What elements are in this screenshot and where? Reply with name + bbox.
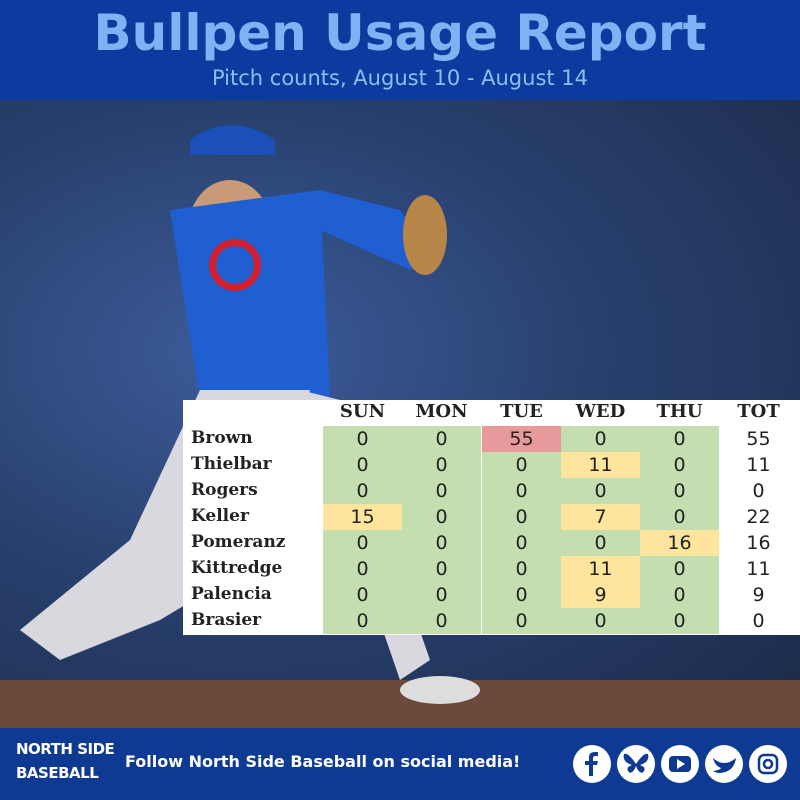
pitch-count: 11 [561, 452, 640, 478]
logo-text: BASEBALL [16, 764, 99, 782]
column-header: WED [575, 401, 626, 422]
pitch-count: 15 [323, 504, 402, 530]
pitcher-name: Brasier [191, 610, 262, 630]
pitch-count: 0 [323, 582, 402, 608]
pitcher-name: Pomeranz [191, 532, 286, 552]
pitcher-name: Thielbar [191, 454, 272, 474]
pitch-count: 0 [402, 582, 481, 608]
pitch-count: 0 [402, 452, 481, 478]
pitch-count: 0 [402, 504, 481, 530]
pitcher-name: Kittredge [191, 558, 283, 578]
pitch-count: 22 [746, 506, 771, 528]
pitch-count: 0 [323, 452, 402, 478]
pitch-count: 0 [561, 530, 640, 556]
column-header: THU [656, 401, 703, 422]
pitch-count: 0 [323, 530, 402, 556]
header: Bullpen Usage Report Pitch counts, Augus… [0, 0, 800, 100]
pitch-count: 0 [640, 504, 719, 530]
pitch-count: 0 [482, 556, 561, 582]
photo: SUN MON TUE WED THU TOT Brown 0 0 55 0 0 55 Thielbar 0… [0, 100, 800, 728]
footer-text: Follow North Side Baseball on social med… [125, 752, 521, 771]
pitch-count: 0 [640, 478, 719, 504]
pitch-count: 0 [482, 608, 561, 634]
pitch-count: 0 [752, 480, 765, 502]
pitch-count: 11 [746, 558, 771, 580]
pitch-count: 0 [323, 556, 402, 582]
subtitle: Pitch counts, August 10 - August 14 [211, 66, 589, 90]
pitch-count: 0 [640, 608, 719, 634]
pitch-count: 9 [752, 584, 765, 606]
title: Bullpen Usage Report [93, 4, 707, 62]
pitcher-name: Rogers [191, 480, 258, 500]
instagram-icon[interactable] [749, 745, 787, 783]
pitch-count: 0 [323, 478, 402, 504]
pitch-count: 11 [561, 556, 640, 582]
pitch-count: 0 [402, 608, 481, 634]
pitch-count: 0 [402, 556, 481, 582]
pitch-count: 9 [561, 582, 640, 608]
pitcher-name: Brown [191, 428, 253, 448]
pitch-count: 11 [746, 454, 771, 476]
pitch-count: 0 [482, 478, 561, 504]
pitch-count: 0 [323, 426, 402, 452]
pitch-count: 0 [561, 608, 640, 634]
pitch-count: 16 [746, 532, 771, 554]
column-header: TOT [737, 401, 780, 422]
column-header: SUN [339, 401, 386, 422]
pitch-count: 0 [640, 426, 719, 452]
pitch-count: 0 [402, 426, 481, 452]
pitcher-name: Keller [191, 506, 249, 526]
pitch-count: 0 [561, 426, 640, 452]
pitch-count: 0 [561, 478, 640, 504]
pitch-count: 0 [482, 530, 561, 556]
pitch-count: 55 [482, 426, 561, 452]
pitch-count: 7 [561, 504, 640, 530]
footer: NORTH SIDE BASEBALL Follow North Side Ba… [0, 728, 800, 800]
pitch-count: 0 [482, 504, 561, 530]
pitch-count: 55 [746, 428, 771, 450]
column-header: MON [415, 401, 468, 422]
usage-table: SUN MON TUE WED THU TOT Brown 0 0 55 0 0 55 Thielbar 0… [183, 400, 800, 635]
social-icons [573, 745, 787, 783]
pitch-count: 0 [752, 610, 765, 632]
logo-text: NORTH SIDE [16, 740, 115, 758]
pitch-count: 0 [482, 452, 561, 478]
pitch-count: 0 [402, 530, 481, 556]
pitcher-name: Palencia [191, 584, 272, 604]
pitch-count: 16 [640, 530, 719, 556]
pitch-count: 0 [402, 478, 481, 504]
pitch-count: 0 [323, 608, 402, 634]
pitch-count: 0 [640, 582, 719, 608]
pitch-count: 0 [640, 556, 719, 582]
pitch-count: 0 [482, 582, 561, 608]
column-header: TUE [500, 401, 543, 422]
pitch-count: 0 [640, 452, 719, 478]
